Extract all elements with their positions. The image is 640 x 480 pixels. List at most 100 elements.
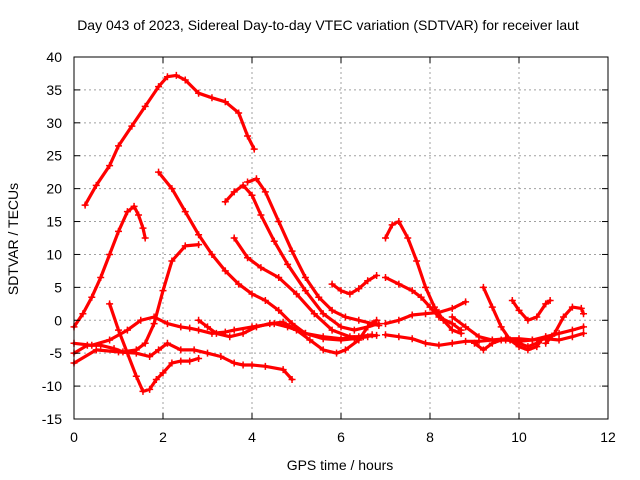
- data-point-marker: [141, 102, 149, 110]
- data-point-marker: [250, 145, 258, 153]
- data-point-marker: [257, 211, 265, 219]
- data-point-marker: [395, 280, 403, 288]
- data-point-marker: [106, 300, 114, 308]
- data-point-marker: [235, 109, 243, 117]
- data-point-marker: [580, 329, 588, 337]
- data-point-marker: [508, 297, 516, 305]
- series-line: [330, 273, 379, 296]
- data-point-marker: [88, 293, 96, 301]
- data-point-marker: [568, 326, 576, 334]
- data-point-marker: [488, 303, 496, 311]
- data-point-marker: [115, 348, 122, 356]
- data-point-marker: [186, 357, 194, 365]
- data-point-marker: [115, 142, 122, 150]
- data-point-marker: [275, 306, 283, 314]
- data-point-marker: [261, 188, 269, 196]
- data-point-marker: [551, 329, 559, 337]
- data-point-marker: [248, 361, 256, 369]
- data-point-marker: [92, 346, 100, 354]
- data-point-marker: [479, 346, 487, 354]
- data-point-marker: [337, 336, 345, 344]
- data-point-marker: [279, 366, 287, 374]
- data-point-marker: [252, 323, 260, 331]
- data-point-marker: [542, 339, 550, 347]
- data-point-marker: [382, 234, 389, 242]
- data-point-marker: [257, 264, 265, 272]
- data-point-marker: [150, 320, 158, 328]
- data-point-marker: [395, 218, 403, 226]
- data-point-marker: [155, 83, 163, 91]
- data-point-marker: [132, 349, 140, 357]
- data-point-marker: [328, 326, 336, 334]
- data-point-marker: [293, 326, 300, 334]
- data-point-marker: [479, 283, 487, 291]
- data-point-marker: [382, 320, 389, 328]
- data-point-marker: [497, 336, 505, 344]
- data-point-marker: [341, 313, 349, 321]
- data-point-marker: [128, 122, 136, 130]
- data-point-marker: [457, 326, 465, 334]
- data-point-marker: [115, 326, 122, 334]
- series-line: [197, 318, 379, 355]
- data-point-marker: [221, 98, 229, 106]
- x-tick-label: 10: [511, 429, 527, 445]
- data-point-marker: [208, 94, 216, 102]
- data-point-marker: [284, 260, 292, 268]
- data-point-marker: [195, 326, 203, 334]
- y-tick-label: -5: [50, 345, 63, 361]
- data-point-marker: [279, 318, 287, 326]
- data-point-marker: [163, 320, 171, 328]
- data-point-marker: [252, 175, 260, 183]
- data-point-marker: [426, 303, 434, 311]
- data-point-marker: [248, 191, 256, 199]
- data-point-marker: [350, 326, 358, 334]
- data-series-group: [70, 71, 588, 395]
- data-point-marker: [244, 132, 252, 140]
- data-point-marker: [533, 339, 541, 347]
- data-point-marker: [181, 242, 189, 250]
- chart-title: Day 043 of 2023, Sidereal Day-to-day VTE…: [77, 17, 579, 33]
- x-tick-label: 12: [600, 429, 616, 445]
- data-point-marker: [230, 359, 238, 367]
- data-point-marker: [155, 346, 163, 354]
- series-line: [83, 73, 256, 207]
- data-point-marker: [333, 349, 341, 357]
- data-point-marker: [115, 227, 122, 235]
- data-point-marker: [81, 201, 89, 209]
- series-line: [157, 170, 370, 342]
- x-tick-label: 2: [159, 429, 167, 445]
- data-point-marker: [239, 361, 247, 369]
- series-arc-1: [81, 71, 258, 209]
- series-arc-21: [542, 303, 588, 347]
- data-point-marker: [177, 357, 185, 365]
- data-point-marker: [301, 273, 309, 281]
- data-point-marker: [580, 310, 588, 318]
- data-point-marker: [172, 71, 180, 79]
- data-point-marker: [448, 304, 456, 312]
- series-line: [383, 219, 463, 335]
- series-arc-13: [382, 218, 465, 337]
- data-point-marker: [382, 331, 389, 339]
- data-point-marker: [546, 297, 554, 305]
- data-point-marker: [275, 218, 283, 226]
- data-point-marker: [230, 234, 238, 242]
- data-point-marker: [506, 336, 514, 344]
- data-point-marker: [221, 267, 229, 275]
- data-point-marker: [88, 341, 96, 349]
- data-point-marker: [341, 346, 349, 354]
- axes: 0 2 4 6 8 10 12 -15 -10 -5 0 5 10 15 20 25 30 35 40: [42, 49, 616, 445]
- data-point-marker: [435, 341, 443, 349]
- data-point-marker: [152, 376, 160, 384]
- data-point-marker: [181, 76, 189, 84]
- data-point-marker: [226, 333, 234, 341]
- data-point-marker: [346, 333, 354, 341]
- data-point-marker: [106, 336, 114, 344]
- data-point-marker: [163, 73, 171, 81]
- data-point-marker: [310, 310, 318, 318]
- data-point-marker: [288, 376, 296, 384]
- data-point-marker: [195, 89, 203, 97]
- data-point-marker: [462, 298, 470, 306]
- data-point-marker: [359, 333, 367, 341]
- y-tick-label: 15: [46, 214, 62, 230]
